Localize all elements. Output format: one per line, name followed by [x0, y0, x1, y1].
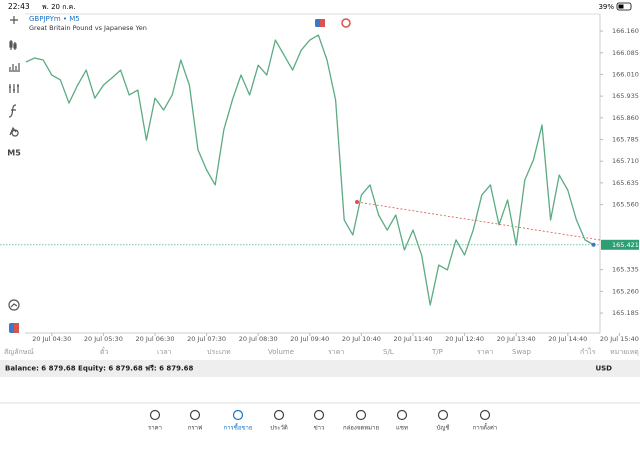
tab-label[interactable]: ราคา	[148, 425, 162, 432]
bars-icon[interactable]	[9, 63, 20, 72]
column-header: ราคา	[477, 348, 493, 356]
tab-icon[interactable]	[396, 409, 408, 421]
x-tick-label: 20 Jul 06:30	[136, 335, 175, 343]
column-header: S/L	[383, 348, 394, 356]
balance-bar	[0, 360, 640, 377]
column-header: T/P	[431, 348, 443, 356]
tab-icon[interactable]	[189, 409, 201, 421]
column-header: ราคา	[328, 348, 344, 356]
balance-currency: USD	[595, 365, 612, 373]
column-header: หมายเหตุ	[610, 348, 639, 356]
y-tick-label: 165.560	[612, 201, 639, 209]
tab-label[interactable]: กล่องจดหมาย	[343, 425, 379, 432]
x-tick-label: 20 Jul 10:40	[342, 335, 381, 343]
column-header: ตั๋ว	[100, 347, 109, 356]
trade-icon-half	[14, 323, 19, 333]
one-click-toggle[interactable]	[341, 18, 351, 28]
column-header: สัญลักษณ์	[4, 348, 34, 356]
column-header: เวลา	[157, 348, 172, 356]
column-header: Swap	[512, 348, 531, 356]
x-tick-label: 20 Jul 05:30	[84, 335, 123, 343]
tab-label[interactable]: กราฟ	[188, 425, 202, 432]
functions-icon[interactable]	[8, 104, 17, 118]
tab-label[interactable]: แชท	[396, 425, 408, 432]
y-tick-label: 165.635	[612, 179, 639, 187]
x-tick-label: 20 Jul 15:40	[600, 335, 639, 343]
objects-icon[interactable]	[9, 126, 19, 137]
x-tick-label: 20 Jul 08:30	[239, 335, 278, 343]
timeframe[interactable]: M5	[7, 149, 21, 158]
current-price-box	[601, 239, 639, 250]
y-tick-label: 166.010	[612, 70, 639, 78]
tab-label[interactable]: การตั้งค่า	[473, 422, 497, 432]
price-line	[25, 34, 594, 306]
column-header: กำไร	[580, 347, 596, 356]
y-tick-label: 165.860	[612, 114, 639, 122]
speed-needle	[10, 303, 18, 308]
tab-icon[interactable]	[273, 409, 285, 421]
tab-label[interactable]: ประวัติ	[270, 425, 288, 432]
tab-icon[interactable]	[437, 409, 449, 421]
y-tick-label: 165.260	[612, 287, 639, 295]
crosshair-icon[interactable]	[10, 16, 18, 24]
battery-fill	[618, 4, 624, 9]
trend-line[interactable]	[356, 201, 601, 241]
speed-icon[interactable]	[8, 299, 20, 311]
y-tick-label: 166.085	[612, 49, 639, 57]
tab-icon[interactable]	[149, 409, 161, 421]
current-price-label: 165.421	[612, 241, 639, 249]
clock: 22:43	[8, 2, 30, 11]
battery-icon	[616, 2, 632, 11]
y-tick-label: 165.710	[612, 157, 639, 165]
battery-level: 39%	[598, 3, 614, 11]
indicators-icon[interactable]	[9, 84, 19, 93]
y-tick-label: 165.785	[612, 136, 639, 144]
tab-label[interactable]: การซื้อขาย	[224, 422, 253, 432]
tab-icon[interactable]	[479, 409, 491, 421]
y-tick-label: 166.160	[612, 27, 639, 35]
trend-line-anchor[interactable]	[355, 200, 359, 204]
column-header: ประเภท	[207, 348, 231, 356]
x-tick-label: 20 Jul 11:40	[394, 335, 433, 343]
balance-text: Balance: 6 879.68 Equity: 6 879.68 ฟรี: …	[5, 365, 194, 373]
candles-icon[interactable]	[9, 40, 17, 50]
x-tick-label: 20 Jul 14:40	[548, 335, 587, 343]
tab-icon[interactable]	[355, 409, 367, 421]
tab-label[interactable]: ข่าว	[314, 425, 325, 432]
last-price-dot	[591, 242, 596, 247]
x-tick-label: 20 Jul 07:30	[187, 335, 226, 343]
y-tick-label: 165.335	[612, 266, 639, 274]
x-tick-label: 20 Jul 04:30	[32, 335, 71, 343]
symbol-title: GBPJPYm • M5	[29, 15, 80, 23]
buy-button[interactable]	[320, 19, 325, 27]
x-tick-label: 20 Jul 12:40	[445, 335, 484, 343]
tab-label[interactable]: บัญชี	[437, 424, 450, 432]
column-header: Volume	[268, 348, 294, 356]
left-toolbar: M5	[7, 16, 21, 333]
x-tick-label: 20 Jul 09:40	[290, 335, 329, 343]
x-tick-label: 20 Jul 13:40	[497, 335, 536, 343]
y-tick-label: 165.185	[612, 309, 639, 317]
symbol-description: Great Britain Pound vs Japanese Yen	[29, 24, 147, 32]
date: พ. 20 ก.ค.	[42, 3, 76, 11]
tab-icon[interactable]	[232, 409, 244, 421]
tab-icon[interactable]	[313, 409, 325, 421]
y-tick-label: 165.935	[612, 92, 639, 100]
